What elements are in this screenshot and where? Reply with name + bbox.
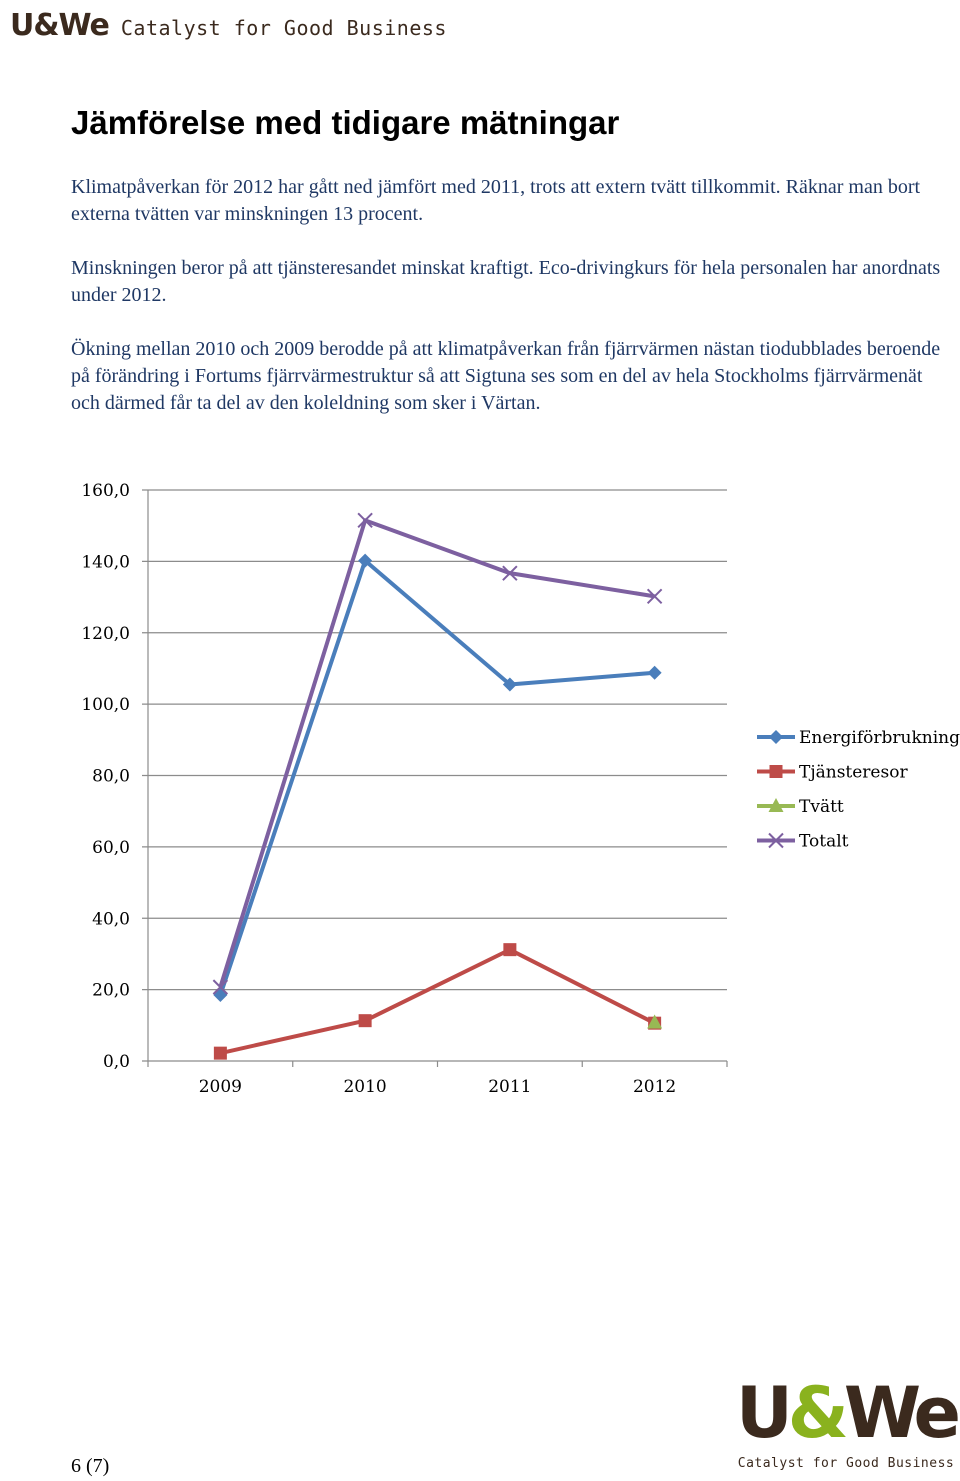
series-line-totalt [218, 518, 655, 988]
y-tick-label: 100,0 [81, 695, 130, 715]
series-line-energiförbrukning [218, 558, 655, 996]
y-tick-label: 80,0 [92, 767, 130, 787]
footer-logo-left: U [735, 1372, 793, 1454]
footer-logo: U&We Catalyst for Good Business [735, 1372, 960, 1471]
paragraph-travel-reduction: Minskningen beror på att tjänsteresandet… [71, 257, 941, 306]
page-title: Jämförelse med tidigare mätningar [71, 104, 620, 141]
legend-marker [769, 730, 783, 744]
company-tagline: Catalyst for Good Business [120, 16, 447, 40]
paragraph-emissions-decrease: Klimatpåverkan för 2012 har gått ned jäm… [71, 176, 921, 225]
company-logo: U&We [10, 8, 110, 43]
legend-label: Tjänsteresor [799, 763, 908, 783]
data-point-totalt [212, 979, 229, 995]
data-point-totalt [357, 512, 373, 529]
data-point-energiförbrukning [647, 665, 662, 680]
legend-label: Tvätt [799, 797, 844, 817]
footer-logo-right: We [843, 1372, 960, 1454]
header-logo-bar: U&We Catalyst for Good Business [10, 8, 447, 43]
data-point-totalt [502, 565, 518, 581]
legend-label: Totalt [799, 832, 849, 852]
footer-logo-ampersand: & [787, 1372, 849, 1454]
legend-label: Energiförbrukning [799, 728, 960, 748]
legend-marker [768, 832, 784, 849]
data-point-tjänsteresor [358, 1014, 372, 1028]
line-chart: 0,0 20,0 40,0 60,0 80,0 100,0 120,0 140,0 160,0 2… [81, 481, 960, 1097]
legend-marker [769, 765, 783, 778]
y-tick-label: 0,0 [103, 1052, 130, 1072]
data-point-tvätt [647, 1014, 663, 1029]
series-line-tjänsteresor [219, 947, 656, 1056]
data-point-totalt [646, 588, 663, 605]
y-tick-label: 40,0 [92, 909, 130, 929]
page-number: 6 (7) [71, 1455, 110, 1477]
y-tick-label: 120,0 [81, 624, 130, 644]
data-point-tjänsteresor [503, 943, 517, 957]
y-tick-label: 20,0 [92, 981, 130, 1001]
footer-logo-tagline: Catalyst for Good Business [737, 1456, 955, 1471]
footer-logo-mark: U&We [735, 1372, 960, 1454]
data-point-tjänsteresor [213, 1046, 227, 1060]
paragraph-district-heating: Ökning mellan 2010 och 2009 berodde på a… [71, 338, 941, 414]
y-tick-label: 160,0 [81, 481, 130, 501]
x-tick-label: 2009 [199, 1077, 242, 1097]
x-tick-label: 2010 [343, 1077, 386, 1097]
data-point-energiförbrukning [358, 553, 373, 568]
x-tick-label: 2011 [488, 1077, 531, 1097]
x-tick-label: 2012 [633, 1077, 676, 1097]
data-point-energiförbrukning [502, 677, 517, 692]
legend-marker [768, 798, 784, 812]
y-tick-label: 60,0 [92, 838, 130, 858]
y-tick-label: 140,0 [81, 552, 130, 572]
